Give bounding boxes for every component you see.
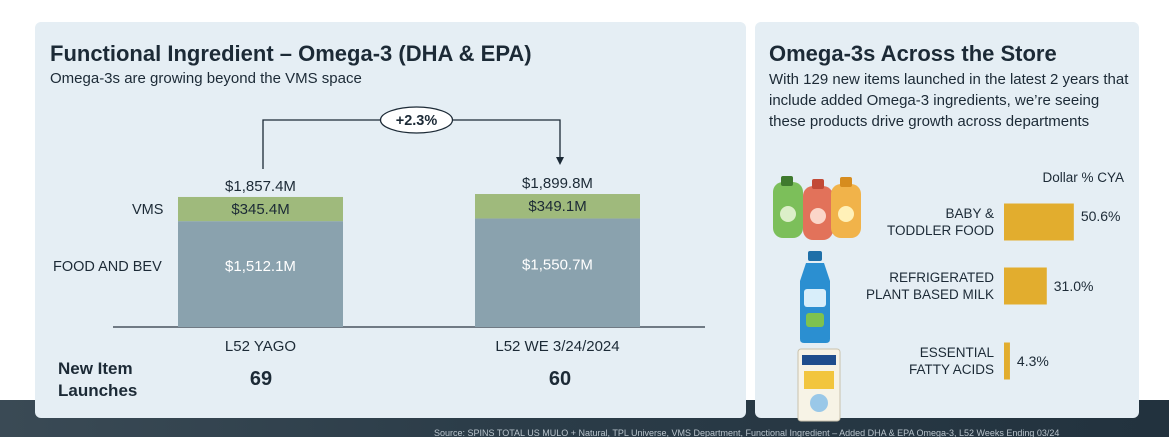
new-item-launches-label: New Item Launches bbox=[58, 358, 137, 402]
panel-subtitle: Omega-3s are growing beyond the VMS spac… bbox=[50, 70, 362, 87]
baby-food-pouches-image bbox=[769, 174, 865, 244]
bar-food-and-bev bbox=[178, 221, 343, 327]
category-label: ESSENTIAL bbox=[920, 345, 995, 360]
data-label-food-and-bev: $1,512.1M bbox=[225, 258, 296, 275]
category-label: L52 YAGO bbox=[225, 338, 296, 352]
nordic-supplement-box-image bbox=[796, 347, 842, 423]
value-label: 4.3% bbox=[1017, 353, 1049, 369]
new-item-count-yago: 69 bbox=[249, 368, 273, 390]
data-label-total: $1,899.8M bbox=[522, 175, 593, 192]
bar-dollar-cya bbox=[1004, 342, 1010, 380]
panel-body-right: With 129 new items launched in the lates… bbox=[769, 71, 1129, 130]
data-label-vms: $349.1M bbox=[528, 198, 586, 215]
data-label-total: $1,857.4M bbox=[225, 178, 296, 195]
bar-vms bbox=[475, 194, 640, 219]
series-label-food-and-bev: FOOD AND BEV bbox=[53, 259, 162, 275]
growth-badge bbox=[379, 106, 454, 134]
source-note: Source: SPINS TOTAL US MULO + Natural, T… bbox=[434, 428, 1060, 437]
category-growth-chart: Dollar % CYA 50.6% BABY & TODDLER FOOD 31.0%… bbox=[866, 170, 1124, 380]
data-label-vms: $345.4M bbox=[231, 201, 289, 218]
panel-title: Functional Ingredient – Omega-3 (DHA & E… bbox=[50, 41, 532, 66]
category-label: PLANT BASED MILK bbox=[866, 287, 994, 302]
data-label-food-and-bev: $1,550.7M bbox=[522, 257, 593, 274]
new-item-label-line1: New Item bbox=[58, 359, 133, 378]
ripple-milk-bottle-image bbox=[796, 251, 836, 343]
omega3-store-panel: Omega-3s Across the Store With 129 new i… bbox=[755, 22, 1139, 422]
value-label: 50.6% bbox=[1081, 208, 1121, 224]
stacked-bar-chart: $1,512.1M $345.4M $1,857.4M L52 YAGO $1,550.… bbox=[53, 106, 705, 352]
bar-vms bbox=[178, 196, 343, 222]
category-label: TODDLER FOOD bbox=[887, 223, 994, 238]
category-label: REFRIGERATED bbox=[889, 270, 994, 285]
category-label: FATTY ACIDS bbox=[909, 362, 994, 377]
growth-arrowhead bbox=[556, 157, 564, 166]
series-label-vms: VMS bbox=[132, 202, 163, 218]
bar-food-and-bev bbox=[475, 218, 640, 327]
chart-header: Dollar % CYA bbox=[1042, 170, 1124, 185]
new-item-label-line2: Launches bbox=[58, 381, 138, 400]
bar-dollar-cya bbox=[1004, 267, 1047, 305]
bar-dollar-cya bbox=[1004, 203, 1074, 241]
omega3-growth-panel: Functional Ingredient – Omega-3 (DHA & E… bbox=[35, 22, 746, 418]
category-label: BABY & bbox=[945, 206, 994, 221]
growth-annotation: +2.3% bbox=[396, 113, 438, 129]
value-label: 31.0% bbox=[1054, 278, 1094, 294]
category-label: L52 WE 3/24/2024 bbox=[495, 338, 619, 352]
panel-title-right: Omega-3s Across the Store bbox=[769, 41, 1057, 66]
new-item-count-current: 60 bbox=[548, 368, 572, 390]
